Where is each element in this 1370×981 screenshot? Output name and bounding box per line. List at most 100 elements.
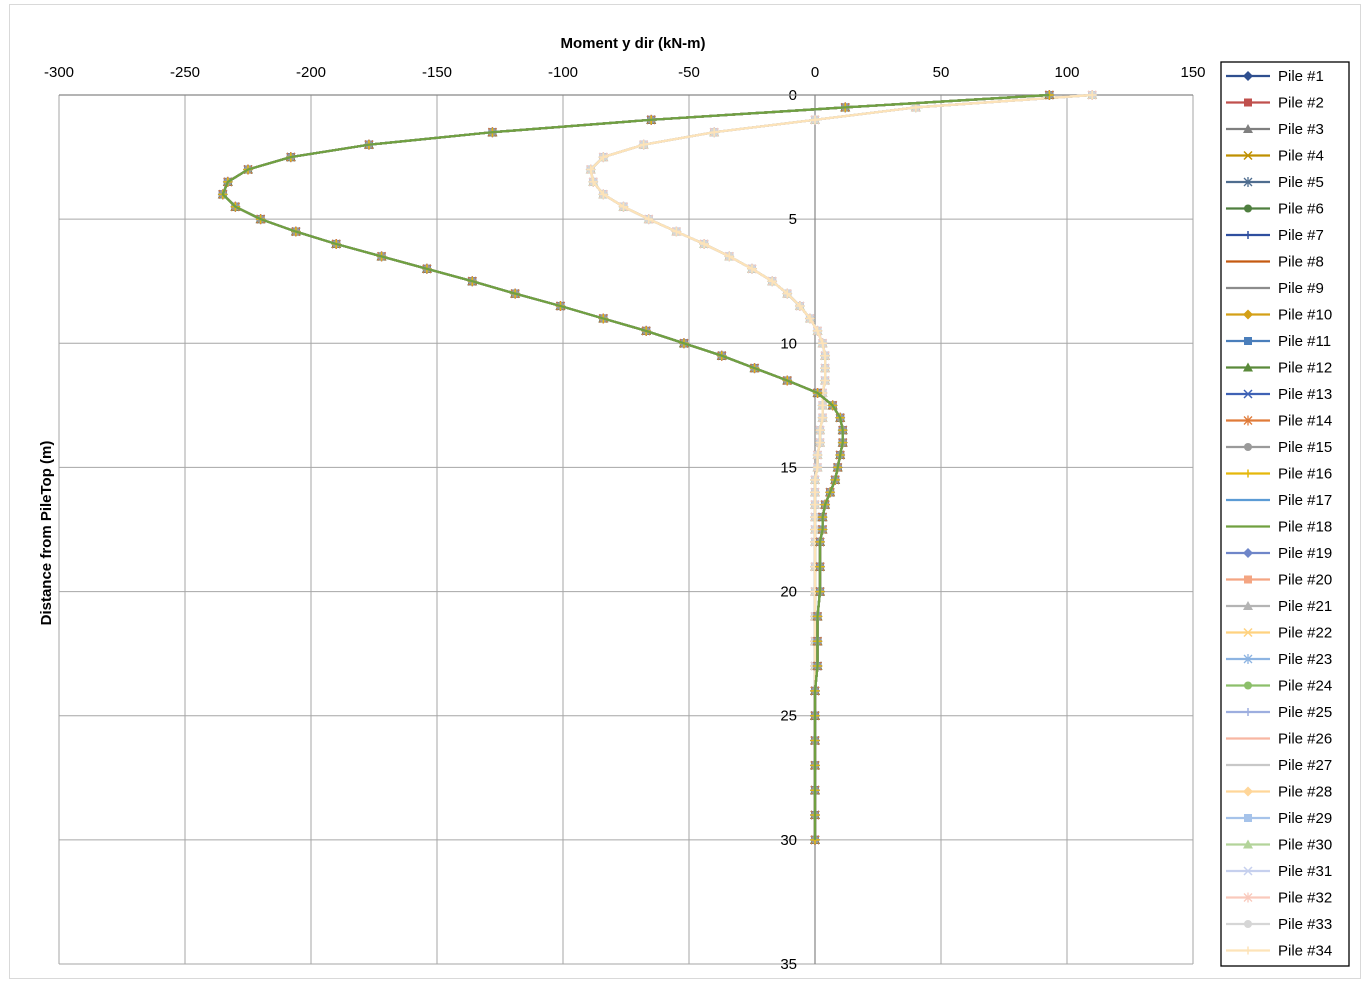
legend-label: Pile #29 [1278,810,1332,827]
legend-label: Pile #32 [1278,890,1332,907]
diamond-marker [1243,309,1253,320]
legend-label: Pile #18 [1278,519,1332,536]
axes: -300-250-200-150-100-5005010015005101520… [44,64,1206,973]
x-tick-label: -100 [548,64,578,81]
x-tick-label: -300 [44,64,74,81]
legend-item: Pile #14 [1226,413,1332,430]
plus-marker [816,426,825,435]
legend-box [1220,61,1350,967]
legend-label: Pile #12 [1278,360,1332,377]
x-marker [1243,389,1253,399]
y-tick-label: 5 [789,211,797,228]
legend-label: Pile #6 [1278,201,1324,218]
legend-item: Pile #29 [1226,810,1332,827]
plus-marker [599,190,608,199]
plus-marker [821,376,830,385]
legend-item: Pile #30 [1226,837,1332,854]
plus-marker [821,364,830,373]
legend-label: Pile #17 [1278,492,1332,509]
legend-item: Pile #13 [1226,386,1332,403]
circle-marker [1244,681,1252,690]
x-tick-label: 0 [811,64,819,81]
legend-label: Pile #7 [1278,227,1324,244]
star-marker [1243,177,1253,187]
legend-item: Pile #1 [1226,68,1324,85]
legend: Pile #1 Pile #2 Pile #3 Pile #4 Pile #5 Pile … [1220,61,1350,967]
legend-label: Pile #13 [1278,386,1332,403]
star-marker [1243,415,1253,426]
triangle-marker [1243,362,1253,372]
legend-item: Pile #26 [1226,731,1332,748]
legend-label: Pile #25 [1278,704,1332,721]
x-marker [1243,627,1253,638]
x-tick-label: -150 [422,64,452,81]
y-tick-label: 10 [780,335,797,352]
legend-label: Pile #3 [1278,121,1324,138]
legend-item: Pile #23 [1226,651,1332,668]
legend-item: Pile #16 [1226,466,1332,483]
legend-label: Pile #4 [1278,148,1324,165]
legend-label: Pile #24 [1278,678,1332,695]
plus-marker [816,438,825,447]
star-marker [1243,654,1253,664]
plus-marker [818,339,827,348]
plus-marker [1244,708,1252,716]
diamond-marker [1243,71,1253,81]
legend-item: Pile #12 [1226,360,1332,377]
legend-label: Pile #10 [1278,307,1332,324]
y-tick-label: 20 [780,584,797,601]
plus-marker [644,215,653,224]
plus-marker [619,202,628,211]
legend-item: Pile #5 [1226,174,1324,191]
legend-label: Pile #26 [1278,731,1332,748]
plus-marker [748,264,756,273]
plus-marker [725,252,734,261]
y-tick-label: 15 [780,459,797,476]
plus-marker [710,128,719,137]
plus-marker [911,103,920,112]
circle-marker [1244,920,1252,928]
legend-item: Pile #4 [1226,148,1324,165]
x-tick-label: 50 [933,64,950,81]
legend-item: Pile #17 [1226,492,1332,509]
plus-marker [811,488,819,497]
x-tick-label: 100 [1054,64,1079,81]
plus-marker [768,277,777,286]
legend-item: Pile #19 [1226,545,1332,562]
star-marker [1243,892,1253,903]
legend-label: Pile #9 [1278,280,1324,297]
square-marker [1244,814,1252,822]
plus-marker [811,115,819,124]
legend-item: Pile #34 [1226,943,1332,960]
legend-item: Pile #11 [1226,333,1331,350]
gridlines [58,94,1194,965]
plus-marker [586,165,595,174]
legend-label: Pile #33 [1278,916,1332,933]
circle-marker [1244,443,1252,451]
triangle-marker [1243,124,1253,133]
legend-item: Pile #7 [1226,227,1324,244]
plus-marker [639,140,648,149]
legend-item: Pile #24 [1226,678,1332,695]
plus-marker [811,500,819,509]
plus-marker [599,153,608,162]
plus-marker [813,326,822,335]
x-marker [1243,866,1253,876]
legend-item: Pile #10 [1226,307,1332,324]
triangle-marker [1243,601,1253,610]
y-tick-label: 25 [780,708,797,725]
plus-marker [783,289,792,298]
triangle-marker [1243,839,1253,849]
legend-label: Pile #30 [1278,837,1332,854]
x-tick-label: 150 [1180,64,1205,81]
plus-marker [1088,91,1097,99]
plus-marker [813,463,822,472]
legend-label: Pile #22 [1278,625,1332,642]
plus-marker [1244,469,1252,478]
plus-marker [589,177,598,186]
legend-label: Pile #2 [1278,95,1324,112]
series-line [221,93,1050,840]
y-tick-label: 30 [780,832,797,849]
legend-item: Pile #15 [1226,439,1332,456]
plus-marker [821,351,830,360]
